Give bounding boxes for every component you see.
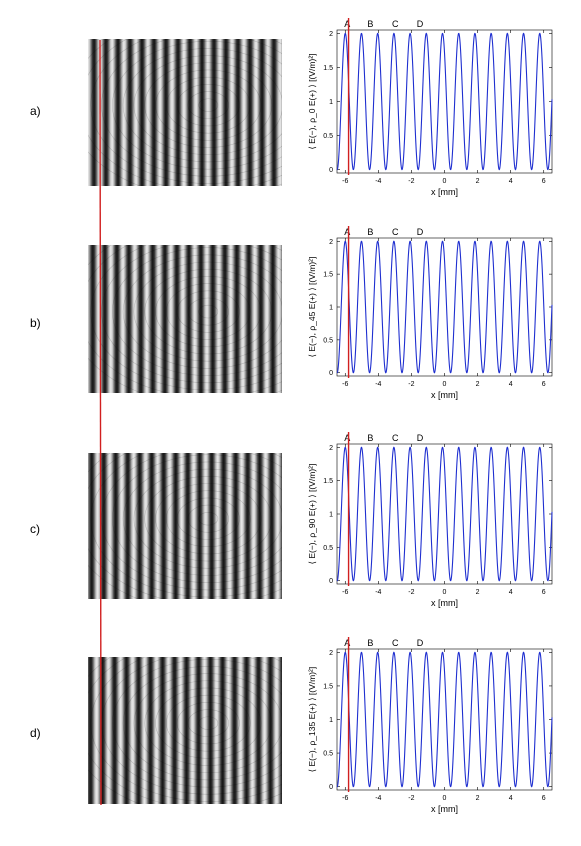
x-tick-label: -2: [408, 381, 414, 388]
y-tick-label: 2: [329, 239, 333, 246]
x-tick-label: 2: [476, 795, 480, 802]
interference-plot-a: -6 -4 -2 0 2 4 6 0 0.5 1 1.5 2 x [mm] ⟨ E(−), ρ_0 E(+…: [307, 18, 553, 197]
peak-label-a: A: [344, 638, 350, 648]
y-axis-label: ⟨ E(−), ρ_0 E(+) ⟩ [(V/m)²]: [307, 53, 317, 149]
panel-label-c: c): [30, 522, 40, 536]
peak-label-a: A: [344, 433, 350, 443]
y-tick-label: 0: [329, 370, 333, 377]
x-tick-label: -6: [342, 589, 348, 596]
x-tick-label: 2: [476, 178, 480, 185]
peak-label-c: C: [392, 433, 399, 443]
y-tick-label: 1.5: [323, 683, 333, 690]
peak-label-b: B: [367, 227, 373, 237]
x-tick-label: 6: [542, 381, 546, 388]
y-tick-label: 1: [329, 305, 333, 312]
x-tick-label: 2: [476, 381, 480, 388]
x-tick-label: -4: [375, 589, 381, 596]
peak-label-d: D: [417, 19, 424, 29]
peak-label-b: B: [367, 638, 373, 648]
y-tick-label: 2: [329, 650, 333, 657]
x-tick-label: -4: [375, 381, 381, 388]
peak-label-d: D: [417, 433, 424, 443]
fringe-image-c: [88, 453, 282, 599]
x-tick-label: 2: [476, 589, 480, 596]
x-tick-label: -4: [375, 795, 381, 802]
y-tick-label: 0: [329, 578, 333, 585]
x-tick-label: 0: [443, 178, 447, 185]
peak-label-a: A: [344, 227, 350, 237]
interference-plot-b: -6 -4 -2 0 2 4 6 0 0.5 1 1.5 2 x [mm] ⟨ E(−), ρ_45 E(…: [307, 226, 553, 400]
fringe-pattern: [88, 39, 282, 186]
panel-label-a: a): [30, 104, 41, 118]
y-tick-label: 1: [329, 99, 333, 106]
x-tick-label: 4: [509, 795, 513, 802]
y-axis-label: ⟨ E(−), ρ_90 E(+) ⟩ [(V/m)²]: [307, 464, 317, 565]
x-tick-label: -2: [408, 589, 414, 596]
y-tick-label: 2: [329, 31, 333, 38]
x-tick-label: -2: [408, 795, 414, 802]
x-tick-label: 0: [443, 589, 447, 596]
interference-curve: [336, 651, 553, 788]
interference-curve: [336, 446, 553, 582]
x-tick-label: -6: [342, 381, 348, 388]
peak-label-a: A: [344, 19, 350, 29]
interference-curve: [336, 240, 553, 374]
y-tick-label: 1: [329, 512, 333, 519]
y-tick-label: 1: [329, 717, 333, 724]
y-tick-label: 0: [329, 784, 333, 791]
y-tick-label: 2: [329, 445, 333, 452]
y-tick-label: 0.5: [323, 545, 333, 552]
fringe-pattern: [88, 245, 282, 393]
fringe-image-d: [88, 657, 282, 804]
y-tick-label: 1.5: [323, 65, 333, 72]
fringe-image-b: [88, 245, 282, 393]
interference-plot-c: -6 -4 -2 0 2 4 6 0 0.5 1 1.5 2 x [mm] ⟨ E(−), ρ_90 E(…: [307, 432, 553, 608]
interference-plot-d: -6 -4 -2 0 2 4 6 0 0.5 1 1.5 2 x [mm] ⟨ E(−), ρ_135 E…: [307, 637, 553, 814]
x-tick-label: -6: [342, 178, 348, 185]
y-axis-label: ⟨ E(−), ρ_45 E(+) ⟩ [(V/m)²]: [307, 257, 317, 358]
x-tick-label: -6: [342, 795, 348, 802]
x-tick-label: -4: [375, 178, 381, 185]
fringe-texture: [88, 453, 282, 599]
x-tick-label: 4: [509, 178, 513, 185]
fringe-texture: [88, 245, 282, 393]
x-tick-label: 6: [542, 795, 546, 802]
x-tick-label: -2: [408, 178, 414, 185]
x-axis-label: x [mm]: [431, 187, 458, 197]
fringe-pattern: [88, 453, 282, 599]
y-tick-label: 1.5: [323, 272, 333, 279]
x-axis-label: x [mm]: [431, 598, 458, 608]
panel-label-d: d): [30, 726, 41, 740]
x-tick-label: 0: [443, 795, 447, 802]
x-tick-label: 6: [542, 589, 546, 596]
x-tick-label: 4: [509, 381, 513, 388]
y-tick-label: 1.5: [323, 478, 333, 485]
peak-label-c: C: [392, 19, 399, 29]
peak-label-b: B: [367, 433, 373, 443]
y-axis-label: ⟨ E(−), ρ_135 E(+) ⟩ [(V/m)²]: [307, 667, 317, 772]
peak-label-d: D: [417, 638, 424, 648]
fringe-pattern: [88, 657, 282, 804]
interference-curve: [336, 32, 553, 171]
peak-label-b: B: [367, 19, 373, 29]
x-tick-label: 0: [443, 381, 447, 388]
peak-label-c: C: [392, 227, 399, 237]
x-tick-label: 4: [509, 589, 513, 596]
y-tick-label: 0: [329, 167, 333, 174]
peak-label-d: D: [417, 227, 424, 237]
x-axis-label: x [mm]: [431, 804, 458, 814]
x-axis-label: x [mm]: [431, 390, 458, 400]
y-tick-label: 0.5: [323, 133, 333, 140]
fringe-image-a: [88, 39, 282, 186]
y-tick-label: 0.5: [323, 337, 333, 344]
peak-label-c: C: [392, 638, 399, 648]
y-tick-label: 0.5: [323, 751, 333, 758]
panel-label-b: b): [30, 316, 41, 330]
x-tick-label: 6: [542, 178, 546, 185]
